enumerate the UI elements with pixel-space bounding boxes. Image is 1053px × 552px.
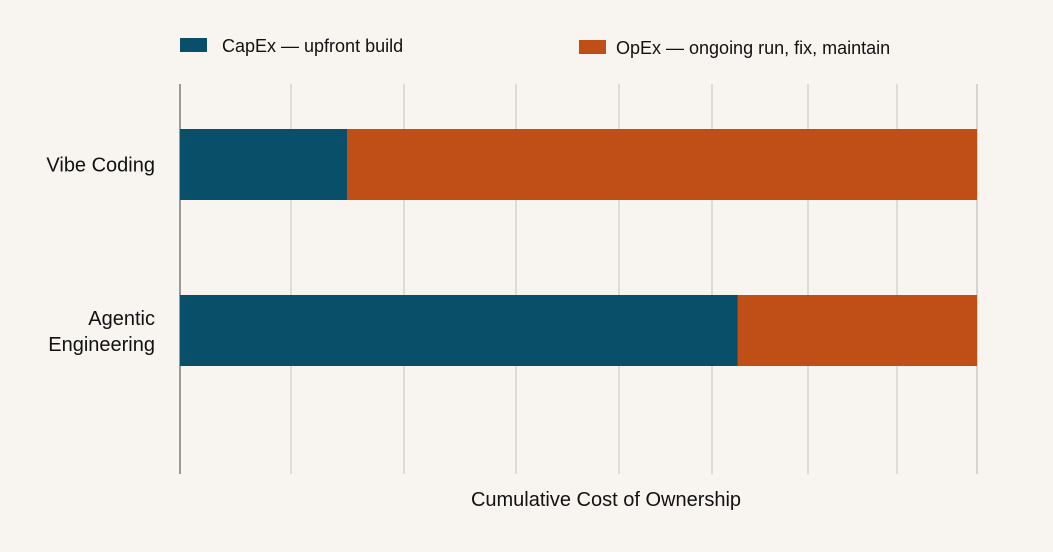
category-labels: Vibe Coding Agentic Engineering	[46, 155, 155, 357]
legend-label-opex: OpEx — ongoing run, fix, maintain	[616, 38, 890, 58]
category-label-line: Engineering	[48, 334, 155, 356]
legend: CapEx — upfront build OpEx — ongoing run,…	[180, 36, 890, 58]
category-label: Agentic Engineering	[48, 308, 155, 356]
bars	[180, 129, 977, 366]
x-axis-label: Cumulative Cost of Ownership	[471, 489, 741, 511]
category-label-line: Agentic	[88, 308, 155, 330]
capex-bar-segment	[180, 129, 348, 200]
opex-bar-segment	[737, 295, 977, 366]
legend-label-capex: CapEx — upfront build	[222, 36, 403, 56]
legend-swatch-opex	[579, 40, 606, 54]
legend-swatch-capex	[180, 38, 207, 52]
opex-bar-segment	[347, 129, 977, 200]
category-label: Vibe Coding	[46, 155, 155, 177]
capex-bar-segment	[180, 295, 738, 366]
